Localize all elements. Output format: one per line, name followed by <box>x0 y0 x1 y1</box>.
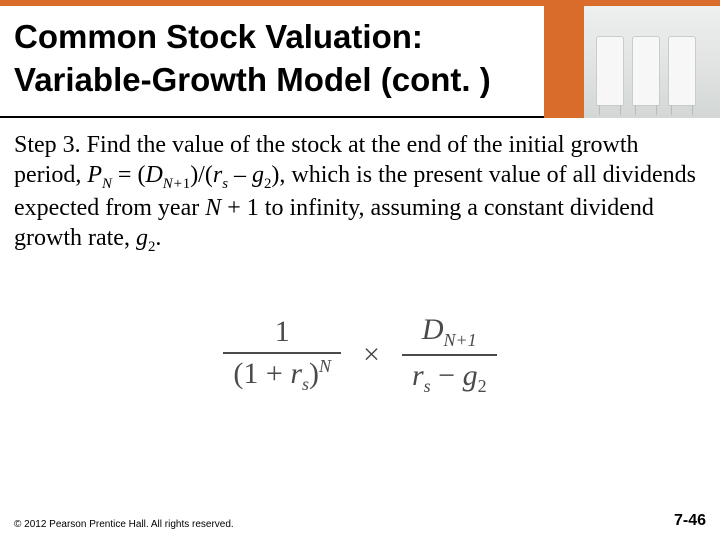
header: Common Stock Valuation: Variable-Growth … <box>0 6 720 118</box>
decor-chair <box>632 36 660 106</box>
header-decor-image <box>544 6 720 118</box>
slide-title: Common Stock Valuation: Variable-Growth … <box>14 16 540 102</box>
title-line-1: Common Stock Valuation: <box>14 16 540 59</box>
fraction-2: DN+1 rs − g2 <box>402 310 497 399</box>
title-line-2: Variable-Growth Model (cont. ) <box>14 59 540 102</box>
frac1-numerator: 1 <box>265 312 300 352</box>
var-D: D <box>145 162 162 188</box>
decor-orange-stripe <box>544 6 584 118</box>
var-P: P <box>87 162 102 188</box>
formula-region: 1 (1 + rs)N × DN+1 rs − g2 <box>0 310 720 399</box>
var-N: N <box>205 195 221 221</box>
var-g2: g <box>136 225 148 251</box>
decor-photo-area <box>584 6 720 118</box>
decor-chair <box>668 36 696 106</box>
var-P-sub: N <box>102 176 112 192</box>
copyright-text: © 2012 Pearson Prentice Hall. All rights… <box>14 519 234 530</box>
page-number: 7-46 <box>674 512 706 530</box>
eq-open: = ( <box>112 162 146 188</box>
var-D-sub: N+ <box>163 176 183 192</box>
fraction-1: 1 (1 + rs)N <box>223 312 341 398</box>
var-g: g <box>252 162 264 188</box>
minus: – <box>228 162 252 188</box>
formula: 1 (1 + rs)N × DN+1 rs − g2 <box>223 310 496 399</box>
times-symbol: × <box>363 338 380 372</box>
period: . <box>155 225 161 251</box>
mid-1: )/( <box>190 162 213 188</box>
body-paragraph: Step 3. Find the value of the stock at t… <box>14 130 700 257</box>
frac2-numerator: DN+1 <box>412 310 487 354</box>
decor-chair <box>596 36 624 106</box>
frac1-denominator: (1 + rs)N <box>223 354 341 398</box>
step-label: Step 3. <box>14 132 81 158</box>
frac2-denominator: rs − g2 <box>402 356 497 400</box>
footer: © 2012 Pearson Prentice Hall. All rights… <box>14 512 706 530</box>
var-r: r <box>213 162 222 188</box>
